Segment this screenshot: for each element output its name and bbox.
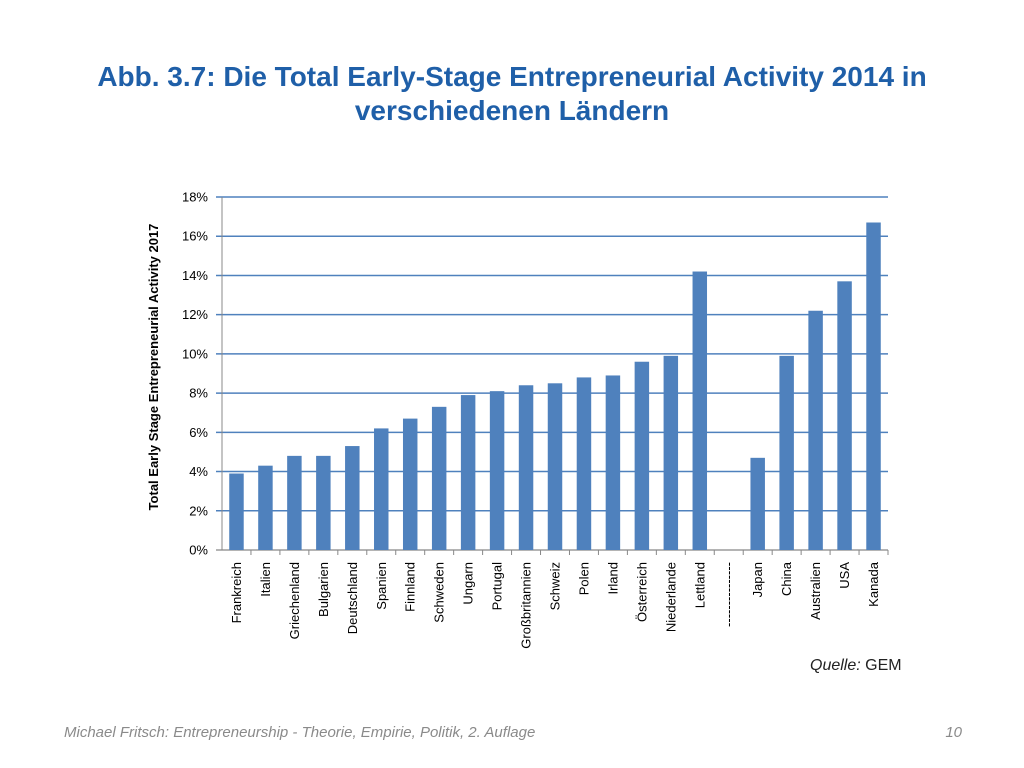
x-tick-label: Irland — [605, 562, 620, 595]
y-axis-label: Total Early Stage Entrepreneurial Activi… — [146, 224, 161, 511]
bar-australien — [808, 310, 823, 550]
x-tick-label: Griechenland — [287, 562, 302, 639]
bar-lettland — [692, 271, 708, 550]
x-tick-label: Spanien — [374, 562, 389, 610]
x-tick-label: China — [779, 561, 794, 596]
bar-japan — [750, 457, 765, 550]
slide-title: Abb. 3.7: Die Total Early-Stage Entrepre… — [40, 60, 984, 128]
y-tick-label: 2% — [189, 503, 208, 518]
footer-citation: Michael Fritsch: Entrepreneurship - Theo… — [64, 724, 536, 741]
y-tick-label: 14% — [182, 268, 208, 283]
bar-china — [779, 355, 794, 550]
bar-italien — [258, 465, 273, 550]
bar-österreich — [634, 361, 650, 550]
bar-ungarn — [460, 395, 476, 550]
x-tick-label: Lettland — [692, 562, 707, 608]
x-tick-label: Finnland — [403, 562, 418, 612]
y-tick-label: 6% — [189, 425, 208, 440]
bar-schweden — [431, 406, 447, 550]
bar-finnland — [402, 418, 418, 550]
x-tick-label: Portugal — [490, 562, 505, 611]
bar-frankreich — [229, 473, 244, 550]
chart-bars — [229, 222, 881, 550]
x-tick-label: Frankreich — [229, 562, 244, 623]
x-tick-label: Kanada — [866, 561, 881, 607]
y-tick-label: 16% — [182, 229, 208, 244]
source-note: Quelle: GEM — [810, 657, 902, 675]
x-tick-label: Schweden — [432, 562, 447, 623]
chart-x-ticks: Frankreich Italien Griechenland Bulgarien De… — [229, 550, 889, 649]
y-tick-label: 4% — [189, 464, 208, 479]
x-tick-label: Ungarn — [461, 562, 476, 605]
y-tick-label: 12% — [182, 307, 208, 322]
y-tick-label: 10% — [182, 346, 208, 361]
bar-griechenland — [287, 455, 302, 550]
x-tick-label: USA — [837, 562, 852, 589]
bar-großbritannien — [518, 385, 534, 550]
x-tick-label: Österreich — [634, 562, 649, 622]
bar-irland — [605, 375, 621, 550]
bar-bulgarien — [316, 455, 331, 550]
x-tick-label: Niederlande — [663, 562, 678, 632]
y-tick-label: 8% — [189, 386, 208, 401]
source-label: Quelle: — [810, 657, 861, 674]
y-tick-label: 0% — [189, 543, 208, 558]
x-tick-label: Japan — [750, 562, 765, 597]
bar-polen — [576, 377, 592, 550]
chart-y-ticks: 0% 2% 4% 6% 8% 10% 12% 14% 16% 18% — [182, 190, 208, 558]
slide-title-line2: verschiedenen Ländern — [354, 95, 670, 126]
x-separator-label: --------------- — [721, 562, 736, 627]
x-tick-label: Bulgarien — [316, 562, 331, 617]
bar-deutschland — [345, 446, 360, 550]
slide-title-line1: Abb. 3.7: Die Total Early-Stage Entrepre… — [97, 61, 927, 92]
bar-schweiz — [547, 383, 563, 550]
x-tick-label: Italien — [258, 562, 273, 597]
page-number: 10 — [945, 724, 962, 741]
x-tick-label: Australien — [808, 562, 823, 620]
bar-usa — [837, 281, 852, 550]
bar-kanada — [866, 222, 881, 550]
x-tick-label: Schweiz — [548, 562, 563, 610]
bar-portugal — [489, 391, 505, 550]
x-tick-label: Großbritannien — [519, 562, 534, 649]
bar-niederlande — [663, 355, 679, 550]
x-tick-label: Deutschland — [345, 562, 360, 634]
source-value: GEM — [865, 657, 902, 674]
x-tick-label: Polen — [576, 562, 591, 595]
y-tick-label: 18% — [182, 190, 208, 205]
bar-spanien — [374, 428, 389, 550]
